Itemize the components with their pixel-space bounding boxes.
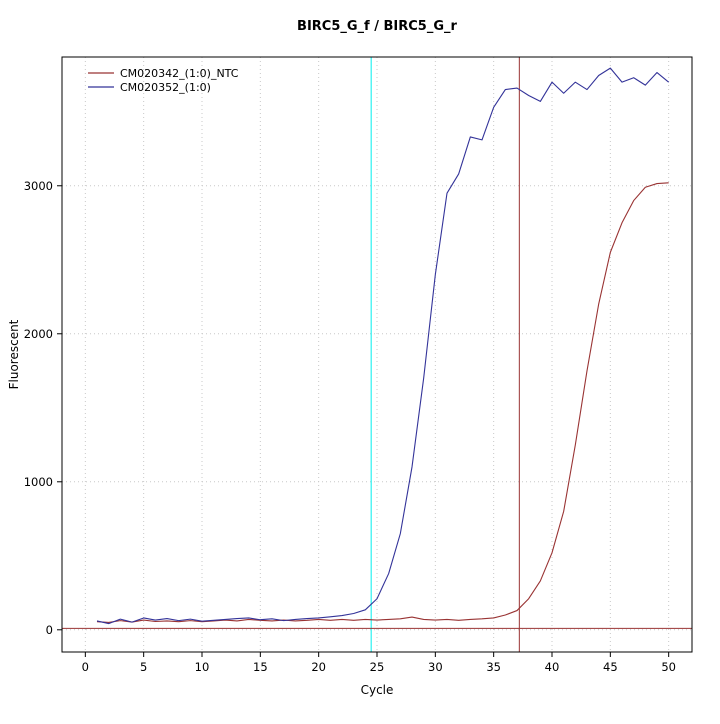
x-tick-label: 40 xyxy=(545,660,560,674)
legend-label-1: CM020352_(1:0) xyxy=(120,81,211,94)
x-tick-label: 45 xyxy=(603,660,618,674)
y-tick-label: 0 xyxy=(46,623,53,637)
x-tick-label: 25 xyxy=(370,660,385,674)
x-axis-label: Cycle xyxy=(361,683,394,697)
y-tick-label: 3000 xyxy=(24,179,53,193)
series-line-0 xyxy=(96,182,669,623)
series-line-1 xyxy=(96,67,670,625)
plot-border xyxy=(61,56,693,653)
y-tick-label: 2000 xyxy=(24,327,53,341)
x-tick-label: 30 xyxy=(428,660,443,674)
y-axis-label: Fluorescent xyxy=(7,319,21,389)
x-tick-label: 5 xyxy=(140,660,147,674)
x-tick-label: 10 xyxy=(195,660,210,674)
x-tick-label: 50 xyxy=(661,660,676,674)
x-tick-label: 15 xyxy=(253,660,268,674)
x-tick-label: 20 xyxy=(311,660,326,674)
chart-title: BIRC5_G_f / BIRC5_G_r xyxy=(297,19,457,34)
legend-label-0: CM020342_(1:0)_NTC xyxy=(120,67,239,80)
x-tick-label: 0 xyxy=(82,660,89,674)
x-tick-label: 35 xyxy=(486,660,501,674)
y-tick-label: 1000 xyxy=(24,475,53,489)
